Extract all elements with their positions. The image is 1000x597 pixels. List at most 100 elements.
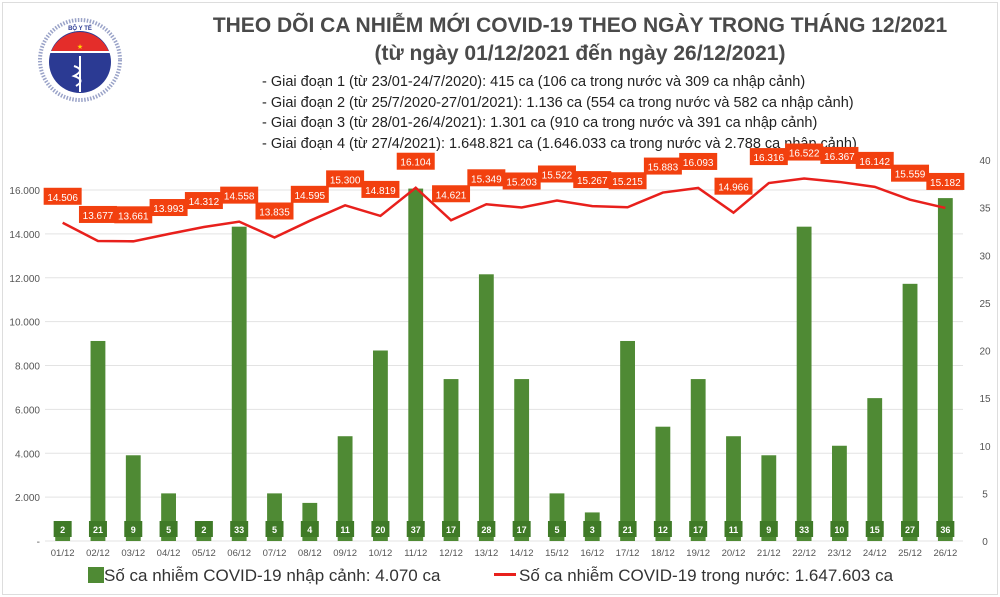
line-data-label: 14.595	[295, 191, 326, 202]
line-label-box	[361, 180, 400, 198]
x-axis-tick-label: 11/12	[404, 548, 427, 559]
line-data-label: 15.267	[577, 176, 608, 187]
line-data-label: 15.349	[471, 174, 502, 185]
bar	[125, 455, 141, 541]
bar-label-box	[583, 521, 602, 537]
x-axis-tick-label: 12/12	[439, 548, 463, 559]
line-label-box	[502, 172, 541, 190]
line-label-box	[608, 172, 647, 190]
bar-label-box	[477, 521, 496, 537]
right-axis-tick-label: 20	[979, 347, 991, 358]
x-axis-tick-label: 14/12	[510, 548, 534, 559]
bar	[90, 340, 106, 541]
bar-label-box	[159, 521, 178, 537]
line-data-label: 14.966	[718, 183, 749, 194]
chart-subtitle: (từ ngày 01/12/2021 đến ngày 26/12/2021)	[374, 42, 786, 65]
bar-data-label: 28	[481, 525, 491, 535]
line-label-box	[926, 172, 965, 190]
bar-label-box	[618, 521, 637, 537]
svg-text:★: ★	[77, 43, 83, 51]
bar-data-label: 21	[93, 525, 103, 535]
line-label-box	[679, 152, 718, 170]
right-axis-tick-label: 5	[982, 489, 988, 500]
x-axis-tick-label: 06/12	[227, 548, 251, 559]
x-axis-tick-label: 02/12	[86, 548, 110, 559]
bar	[655, 426, 671, 541]
line-label-box	[820, 146, 859, 164]
x-axis-tick-label: 09/12	[333, 548, 357, 559]
bar-label-box	[124, 521, 143, 537]
bar-data-label: 4	[307, 525, 312, 535]
left-axis-tick-label: 12.000	[9, 274, 40, 285]
x-axis-tick-label: 07/12	[263, 548, 287, 559]
line-data-label: 15.559	[895, 170, 926, 181]
right-axis-tick-label: 0	[982, 537, 988, 548]
line-data-label: 14.312	[189, 197, 220, 208]
bar	[373, 350, 388, 541]
bar	[478, 274, 494, 541]
bar	[796, 226, 812, 542]
phase-2: - Giai đoạn 2 (từ 25/7/2020-27/01/2021):…	[262, 94, 854, 111]
legend-line-label: Số ca nhiễm COVID-19 trong nước: 1.647.6…	[519, 566, 894, 585]
line-label-box	[326, 170, 365, 188]
x-axis-tick-label: 10/12	[369, 548, 393, 559]
left-axis-tick-label: 14.000	[9, 230, 40, 241]
bar-label-box	[547, 521, 566, 537]
x-axis-tick-label: 01/12	[51, 548, 75, 559]
x-axis-tick-label: 16/12	[580, 548, 604, 559]
left-axis-tick-label: 8.000	[15, 362, 40, 373]
legend-line-swatch	[494, 573, 516, 576]
bar	[726, 436, 741, 541]
line-label-box	[43, 187, 82, 205]
bar	[690, 379, 706, 541]
line-data-label: 14.558	[224, 192, 255, 203]
x-axis-tick-label: 03/12	[121, 548, 145, 559]
x-axis-tick-label: 15/12	[545, 548, 569, 559]
bar-data-label: 2	[60, 525, 65, 535]
bar	[832, 445, 847, 541]
bar-label-box	[689, 521, 708, 537]
line-data-label: 16.093	[683, 158, 714, 169]
bar-label-box	[653, 521, 672, 537]
bar-label-box	[53, 521, 72, 537]
x-axis-tick-label: 22/12	[792, 548, 816, 559]
bar	[408, 188, 424, 541]
bar-data-label: 2	[201, 525, 206, 535]
bar-data-label: 10	[834, 525, 844, 535]
left-axis-tick-label: 2.000	[15, 493, 40, 504]
x-axis-tick-label: 20/12	[722, 548, 746, 559]
line-data-label: 16.367	[824, 152, 855, 163]
bar-label-box	[795, 521, 814, 537]
x-axis-tick-label: 21/12	[757, 548, 781, 559]
bar-data-label: 11	[729, 525, 739, 535]
phase-3: - Giai đoạn 3 (từ 28/01-26/4/2021): 1.30…	[262, 115, 818, 131]
bar-data-label: 15	[870, 525, 880, 535]
x-axis-tick-label: 23/12	[828, 548, 852, 559]
right-axis-tick-label: 30	[979, 251, 991, 262]
left-axis-tick-label: -	[37, 537, 40, 548]
left-axis-tick-label: 16.000	[9, 186, 40, 197]
line-data-label: 16.316	[754, 153, 785, 164]
line-label-box	[643, 157, 682, 175]
bar-data-label: 17	[446, 525, 456, 535]
line-data-label: 14.621	[436, 190, 467, 201]
bar	[443, 379, 459, 541]
svg-text:BỘ Y TẾ: BỘ Y TẾ	[68, 24, 92, 32]
line-data-label: 16.104	[400, 158, 431, 169]
bar-data-label: 17	[693, 525, 703, 535]
bar-data-label: 21	[623, 525, 633, 535]
x-axis-tick-label: 19/12	[686, 548, 710, 559]
bar-label-box	[901, 521, 920, 537]
bar-label-box	[336, 521, 355, 537]
bar-data-label: 33	[234, 525, 244, 535]
bar	[620, 340, 635, 541]
bar-data-label: 3	[590, 525, 595, 535]
right-axis-tick-label: 15	[979, 394, 991, 405]
line-data-label: 15.182	[930, 178, 961, 189]
line-label-box	[855, 151, 894, 169]
bar-label-box	[759, 521, 778, 537]
phase-4: - Giai đoạn 4 (từ 27/4/2021): 1.648.821 …	[262, 135, 857, 152]
line-data-label: 14.819	[365, 186, 396, 197]
